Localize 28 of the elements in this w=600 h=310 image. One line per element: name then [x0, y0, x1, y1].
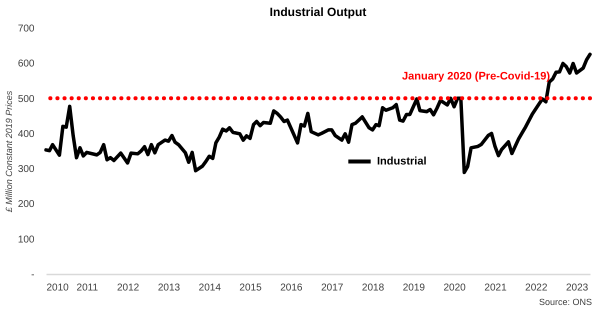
source-note: Source: ONS — [538, 297, 592, 307]
x-tick-label: 2011 — [76, 282, 98, 294]
y-tick-label: 600 — [18, 58, 35, 70]
y-tick-label: 500 — [18, 94, 35, 105]
line-series — [44, 52, 592, 174]
y-tick-label: 400 — [18, 128, 35, 140]
x-tick-label: 2019 — [402, 282, 426, 294]
x-tick-label: 2014 — [198, 282, 222, 294]
x-tick-label: 2013 — [158, 282, 181, 294]
y-tick-label: 300 — [18, 164, 35, 176]
y-tick-label: 700 — [18, 24, 35, 34]
y-tick-label: - — [31, 270, 34, 280]
x-tick-label: 2022 — [525, 282, 548, 294]
x-tick-label: 2010 — [46, 282, 70, 294]
x-tick-label: 2018 — [362, 282, 385, 294]
ref-line-label: January 2020 (Pre-Covid-19) — [402, 70, 550, 82]
y-tick-label: 200 — [18, 199, 35, 210]
legend-label: Industrial — [377, 156, 427, 168]
x-tick-label: 2017 — [321, 282, 344, 294]
x-tick-label: 2015 — [239, 282, 262, 294]
x-tick-label: 2023 — [566, 282, 589, 294]
y-tick-label: 100 — [18, 234, 35, 246]
x-tick-label: 2020 — [443, 282, 466, 294]
chart-title: Industrial Output — [270, 5, 366, 19]
y-axis-title: £ Million Constant 2019 Prices — [4, 90, 14, 214]
x-tick-label: 2016 — [280, 282, 303, 294]
x-tick-label: 2012 — [116, 282, 140, 294]
x-tick-label: 2021 — [484, 282, 508, 294]
